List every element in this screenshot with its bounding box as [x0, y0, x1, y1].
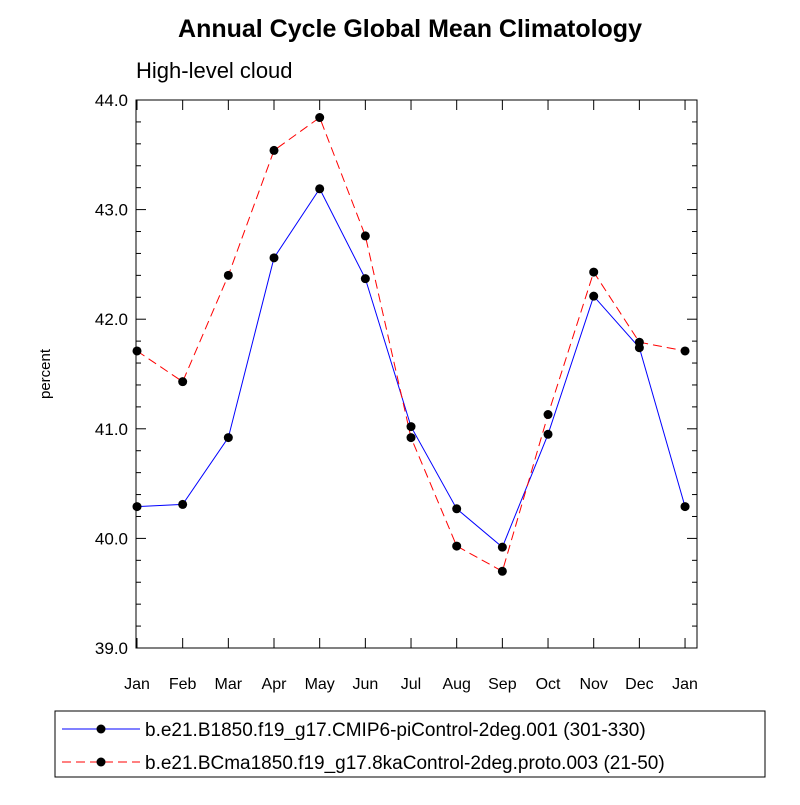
data-point-series-2 [680, 346, 690, 356]
x-tick-label: Jan [124, 676, 150, 693]
data-point-series-1 [269, 253, 279, 263]
data-point-series-2 [360, 231, 370, 241]
x-tick-label: Feb [169, 676, 197, 693]
y-axis-label: percent [37, 348, 54, 399]
data-point-series-1 [543, 429, 553, 439]
legend-marker-1 [96, 724, 106, 734]
y-tick-label: 41.0 [95, 420, 128, 439]
chart-subtitle: High-level cloud [136, 58, 293, 83]
data-point-series-2 [589, 267, 599, 277]
data-point-series-1 [315, 184, 325, 194]
data-point-series-2 [543, 410, 553, 420]
x-tick-label: Jan [672, 676, 698, 693]
data-point-series-2 [269, 145, 279, 155]
legend-label-2: b.e21.BCma1850.f19_g17.8kaControl-2deg.p… [145, 753, 665, 774]
data-point-series-2 [223, 270, 233, 280]
y-tick-label: 42.0 [95, 310, 128, 329]
x-tick-label: Jul [401, 676, 421, 693]
x-tick-label: Aug [442, 676, 470, 693]
y-tick-label: 44.0 [95, 91, 128, 110]
data-point-series-2 [178, 377, 188, 387]
chart-title: Annual Cycle Global Mean Climatology [178, 15, 642, 43]
data-point-series-2 [315, 113, 325, 123]
legend-box [54, 710, 766, 778]
x-tick-label: Sep [488, 676, 517, 693]
legend-label-1: b.e21.B1850.f19_g17.CMIP6-piControl-2deg… [145, 720, 646, 741]
y-tick-label: 39.0 [95, 639, 128, 658]
data-point-series-2 [452, 541, 462, 551]
data-point-series-2 [406, 433, 416, 443]
y-tick-label: 40.0 [95, 529, 128, 548]
data-point-series-1 [406, 422, 416, 432]
data-point-series-1 [589, 291, 599, 301]
data-point-series-2 [634, 337, 644, 347]
data-point-series-1 [452, 504, 462, 514]
x-tick-label: Jun [352, 676, 378, 693]
y-tick-label: 43.0 [95, 201, 128, 220]
series-line-1 [136, 187, 686, 548]
x-tick-label: May [305, 676, 335, 693]
data-point-series-1 [132, 502, 142, 512]
x-tick-label: Apr [262, 676, 288, 693]
data-point-series-2 [132, 346, 142, 356]
x-tick-label: Dec [625, 676, 653, 693]
legend-marker-2 [96, 757, 106, 767]
series-line-2 [136, 116, 686, 573]
x-tick-label: Oct [536, 676, 561, 693]
data-point-series-1 [360, 274, 370, 284]
plot-frame [135, 99, 698, 649]
data-point-series-1 [497, 542, 507, 552]
x-tick-label: Nov [579, 676, 607, 693]
data-point-series-1 [223, 433, 233, 443]
data-point-series-2 [497, 566, 507, 576]
data-point-series-1 [680, 502, 690, 512]
x-tick-label: Mar [215, 676, 243, 693]
data-point-series-1 [178, 499, 188, 509]
